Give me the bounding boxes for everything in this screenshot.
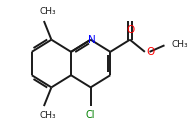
Text: Cl: Cl <box>86 110 95 120</box>
Text: O: O <box>127 25 135 35</box>
Text: CH₃: CH₃ <box>39 7 56 16</box>
Text: CH₃: CH₃ <box>171 40 188 49</box>
Text: N: N <box>88 35 96 45</box>
Text: O: O <box>147 47 155 57</box>
Text: CH₃: CH₃ <box>39 111 56 120</box>
